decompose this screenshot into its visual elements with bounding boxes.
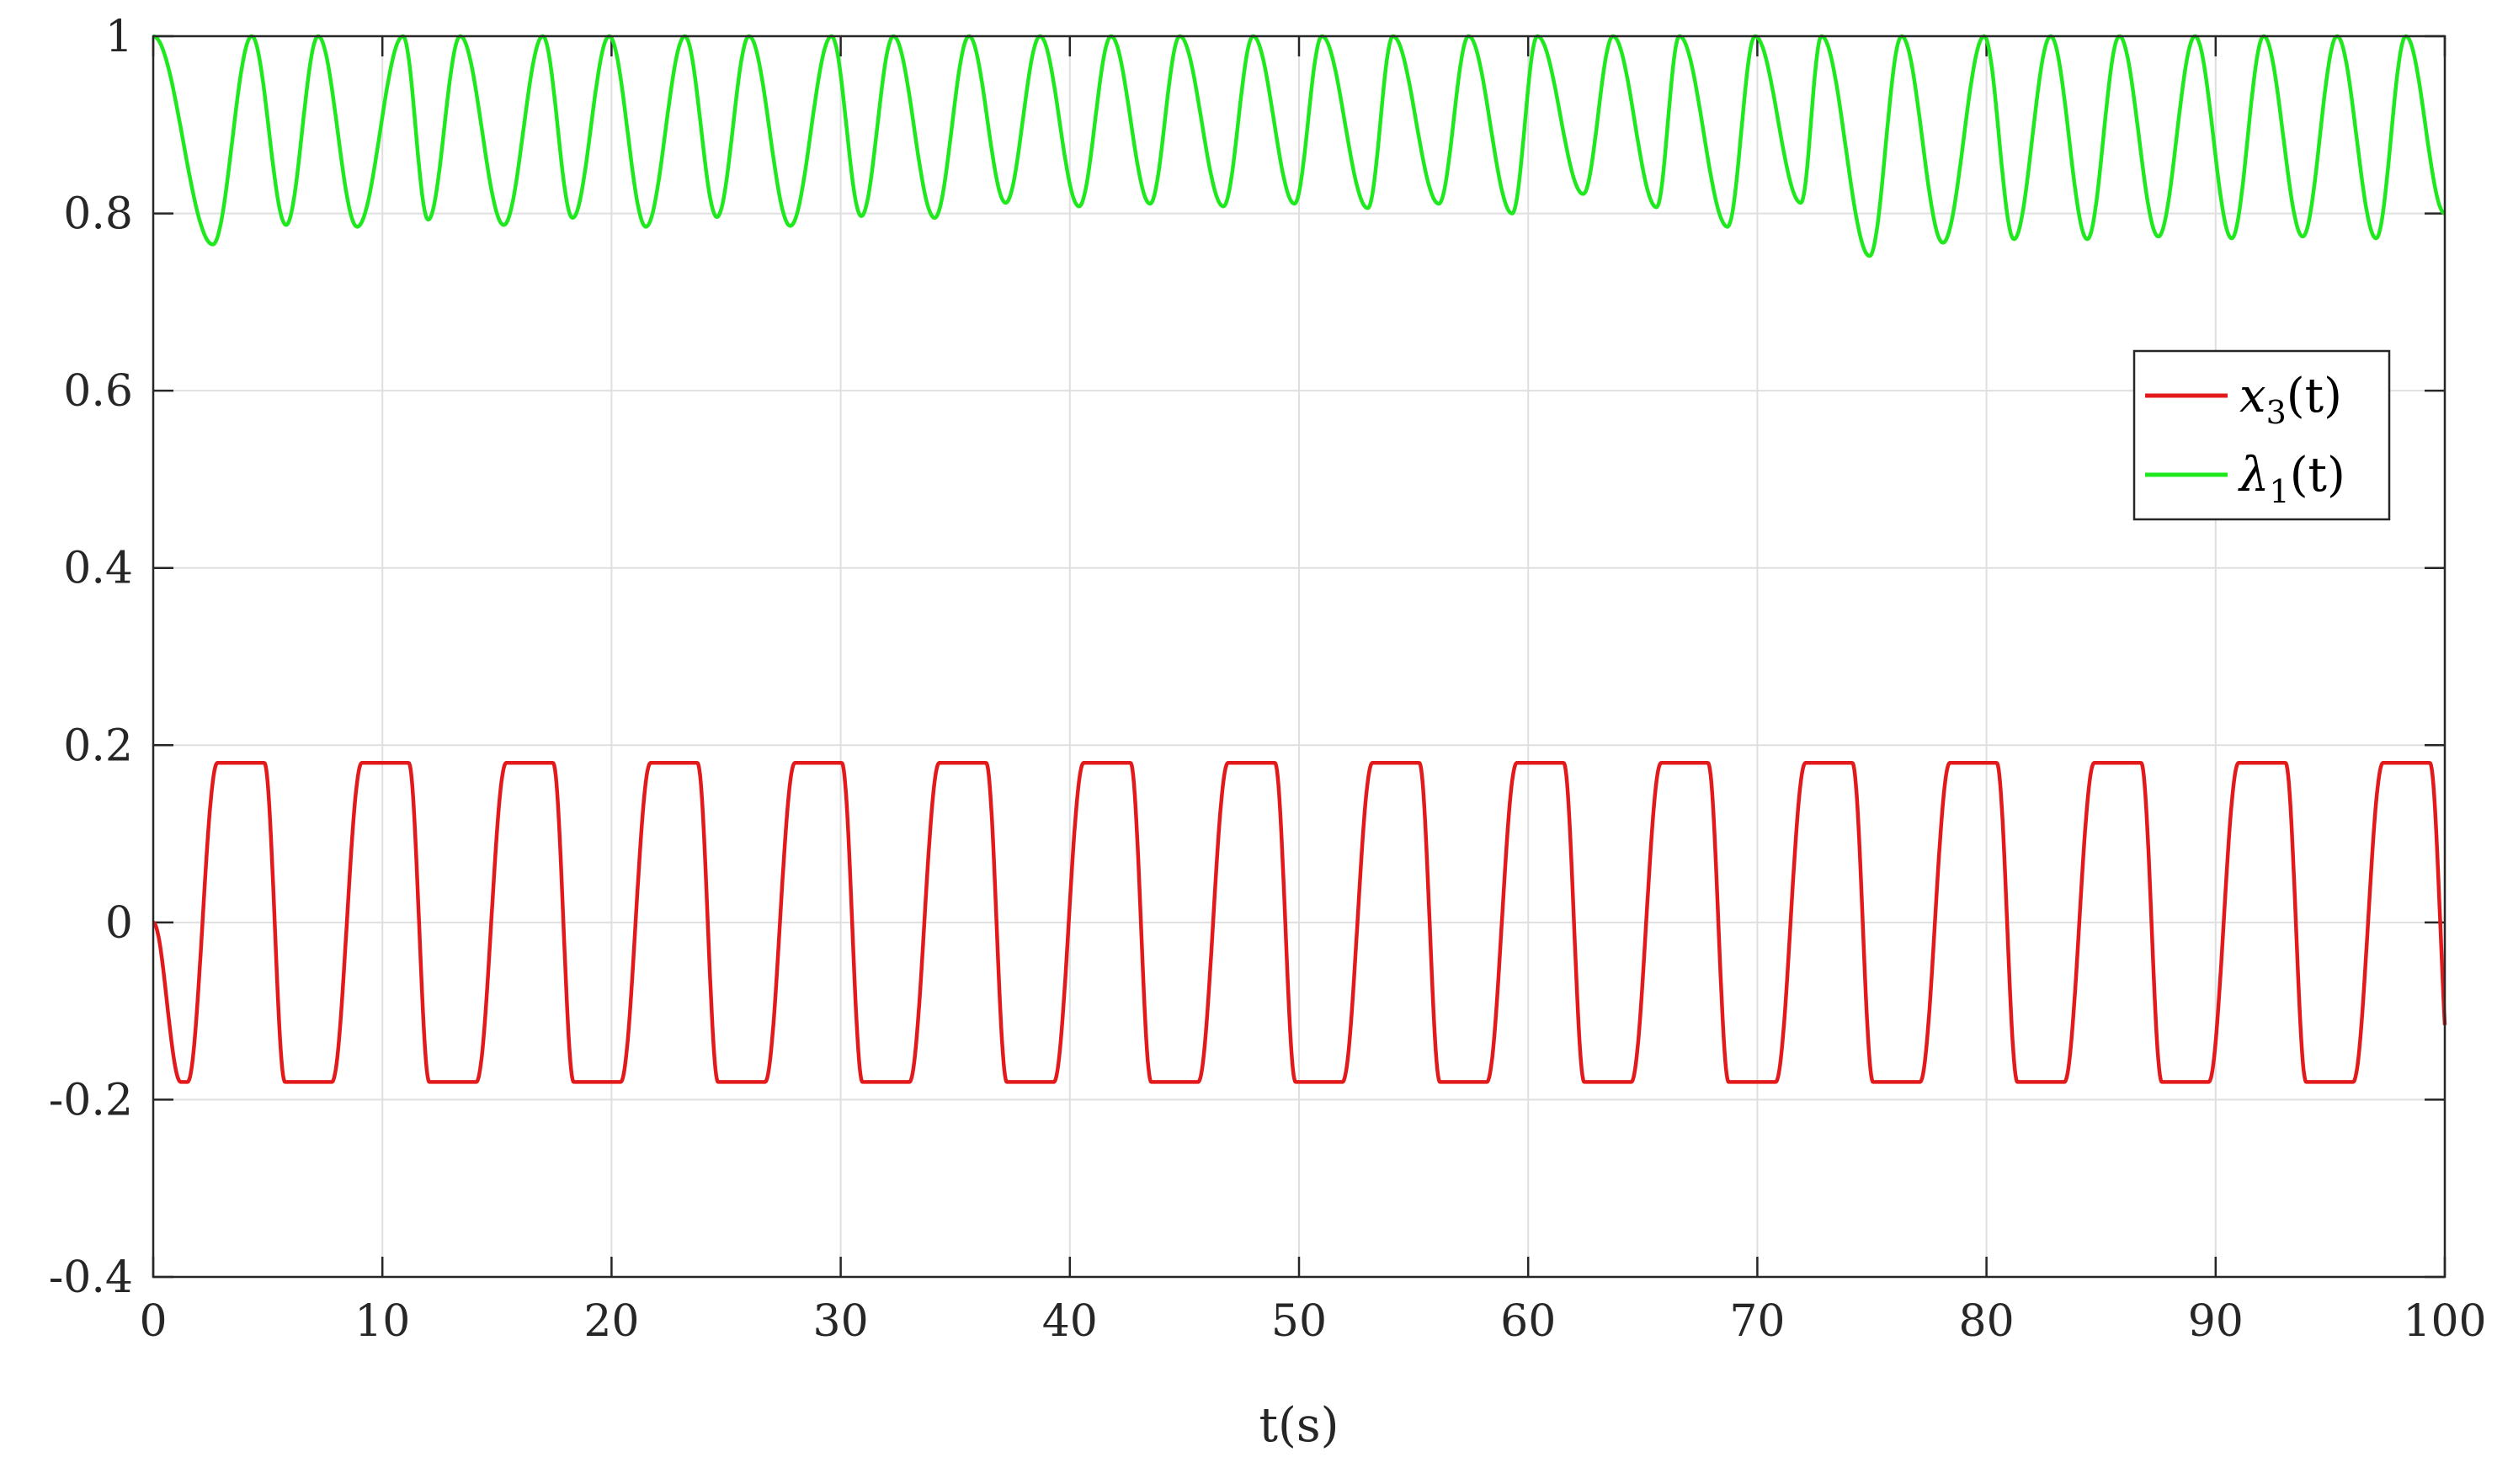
- y-tick-label: 1: [105, 12, 133, 62]
- x-tick-label: 40: [1042, 1296, 1098, 1347]
- x-tick-label: 50: [1271, 1296, 1327, 1347]
- x-axis-label: t(s): [1259, 1398, 1339, 1453]
- legend-label-lambda1: λ1(t): [2238, 448, 2345, 510]
- legend-box: [2132, 349, 2391, 521]
- x-tick-label: 100: [2403, 1296, 2486, 1347]
- series-lines: [152, 34, 2447, 1084]
- x-tick-label: 0: [139, 1296, 167, 1347]
- x-tick-label: 10: [354, 1296, 410, 1347]
- x-tick-label: 90: [2188, 1296, 2244, 1347]
- x-tick-label: 70: [1729, 1296, 1785, 1347]
- y-tick-label: 0: [105, 898, 133, 949]
- y-tick-label: 0.6: [63, 366, 133, 417]
- x-tick-label: 60: [1500, 1296, 1556, 1347]
- series-line-x3: [152, 761, 2447, 1084]
- legend-label-x3: x3(t): [2239, 369, 2342, 431]
- y-tick-label: 0.8: [63, 189, 133, 240]
- x-tick-label: 80: [1959, 1296, 2015, 1347]
- y-tick-label: 0.2: [63, 721, 133, 771]
- x-tick-label: 20: [583, 1296, 639, 1347]
- plot-frame: [152, 35, 2446, 1279]
- legend: x3(t) λ1(t): [2132, 349, 2391, 521]
- y-tick-label: -0.2: [49, 1075, 133, 1125]
- y-tick-labels: -0.4 -0.2 0 0.2 0.4 0.6 0.8 1: [49, 12, 133, 1303]
- y-tick-label: -0.4: [49, 1253, 133, 1303]
- y-tick-label: 0.4: [63, 544, 133, 594]
- series-line-lambda1: [152, 34, 2446, 258]
- x-tick-label: 30: [813, 1296, 869, 1347]
- x-tick-labels: 0 10 20 30 40 50 60 70 80 90 100: [139, 1296, 2486, 1347]
